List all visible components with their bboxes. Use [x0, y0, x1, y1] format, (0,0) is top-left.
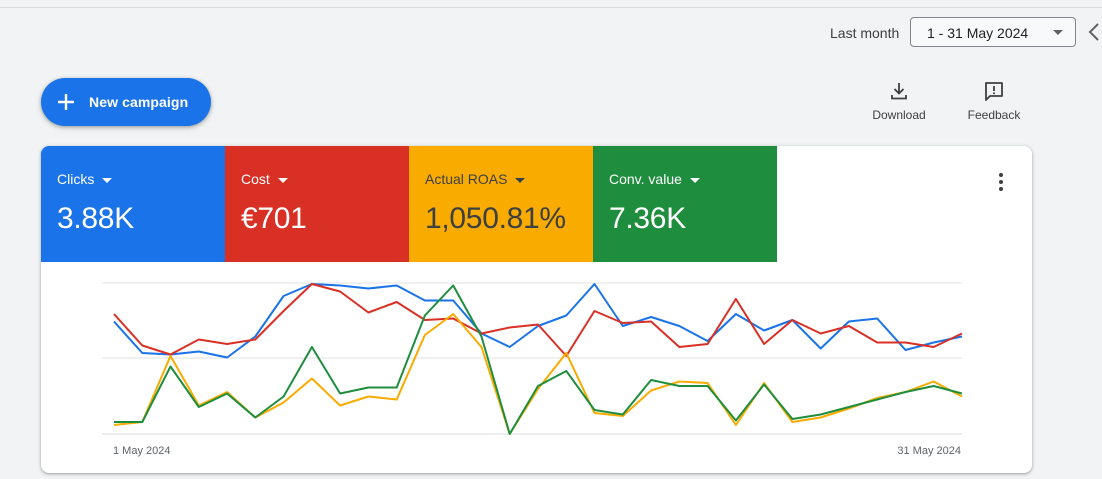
download-button[interactable]: Download — [859, 80, 939, 126]
date-range-label: Last month — [830, 25, 900, 41]
metric-conv-value[interactable]: Conv. value 7.36K — [593, 146, 777, 262]
download-icon — [891, 83, 907, 100]
metric-roas-value: 1,050.81% — [425, 202, 566, 235]
date-range-select[interactable]: 1 - 31 May 2024 — [910, 17, 1076, 47]
more-options-icon[interactable] — [991, 170, 1011, 194]
metric-roas-label: Actual ROAS — [425, 171, 526, 187]
date-range-value: 1 - 31 May 2024 — [927, 25, 1029, 41]
series-line-actual-roas — [113, 313, 963, 435]
dropdown-caret-icon — [277, 177, 288, 183]
new-campaign-label: New campaign — [89, 94, 189, 110]
plus-icon — [58, 94, 74, 110]
metric-cost[interactable]: Cost €701 — [225, 146, 409, 262]
metric-conv-value-value: 7.36K — [609, 202, 686, 235]
top-divider — [0, 7, 1102, 8]
feedback-icon — [985, 82, 1003, 101]
new-campaign-button[interactable]: New campaign — [41, 78, 211, 126]
metric-cost-value: €701 — [241, 202, 307, 235]
dropdown-caret-icon — [689, 177, 700, 183]
dropdown-caret-icon — [515, 177, 526, 183]
series-line-conv-value — [114, 284, 963, 435]
series-line-clicks — [113, 283, 963, 359]
series-line-cost — [113, 283, 963, 357]
download-label: Download — [872, 108, 926, 122]
performance-card: Clicks 3.88K Cost €701 Actual ROAS 1,050… — [41, 146, 1032, 473]
x-tick-label-end: 31 May 2024 — [897, 445, 961, 457]
performance-line-chart: 1 May 2024 31 May 2024 — [102, 282, 963, 457]
metric-conv-value-label: Conv. value — [609, 171, 700, 187]
metric-cost-label: Cost — [241, 171, 288, 187]
chevron-left-icon[interactable] — [1088, 20, 1102, 44]
dropdown-caret-icon — [102, 177, 113, 183]
feedback-label: Feedback — [967, 108, 1021, 122]
chevron-down-icon — [1053, 30, 1063, 35]
chart-series-layer — [113, 283, 963, 435]
metric-clicks-value: 3.88K — [57, 202, 134, 235]
metric-clicks[interactable]: Clicks 3.88K — [41, 146, 225, 262]
metric-clicks-label: Clicks — [57, 171, 113, 187]
feedback-button[interactable]: Feedback — [954, 80, 1034, 126]
x-tick-label-start: 1 May 2024 — [113, 445, 170, 457]
metric-actual-roas[interactable]: Actual ROAS 1,050.81% — [409, 146, 593, 262]
